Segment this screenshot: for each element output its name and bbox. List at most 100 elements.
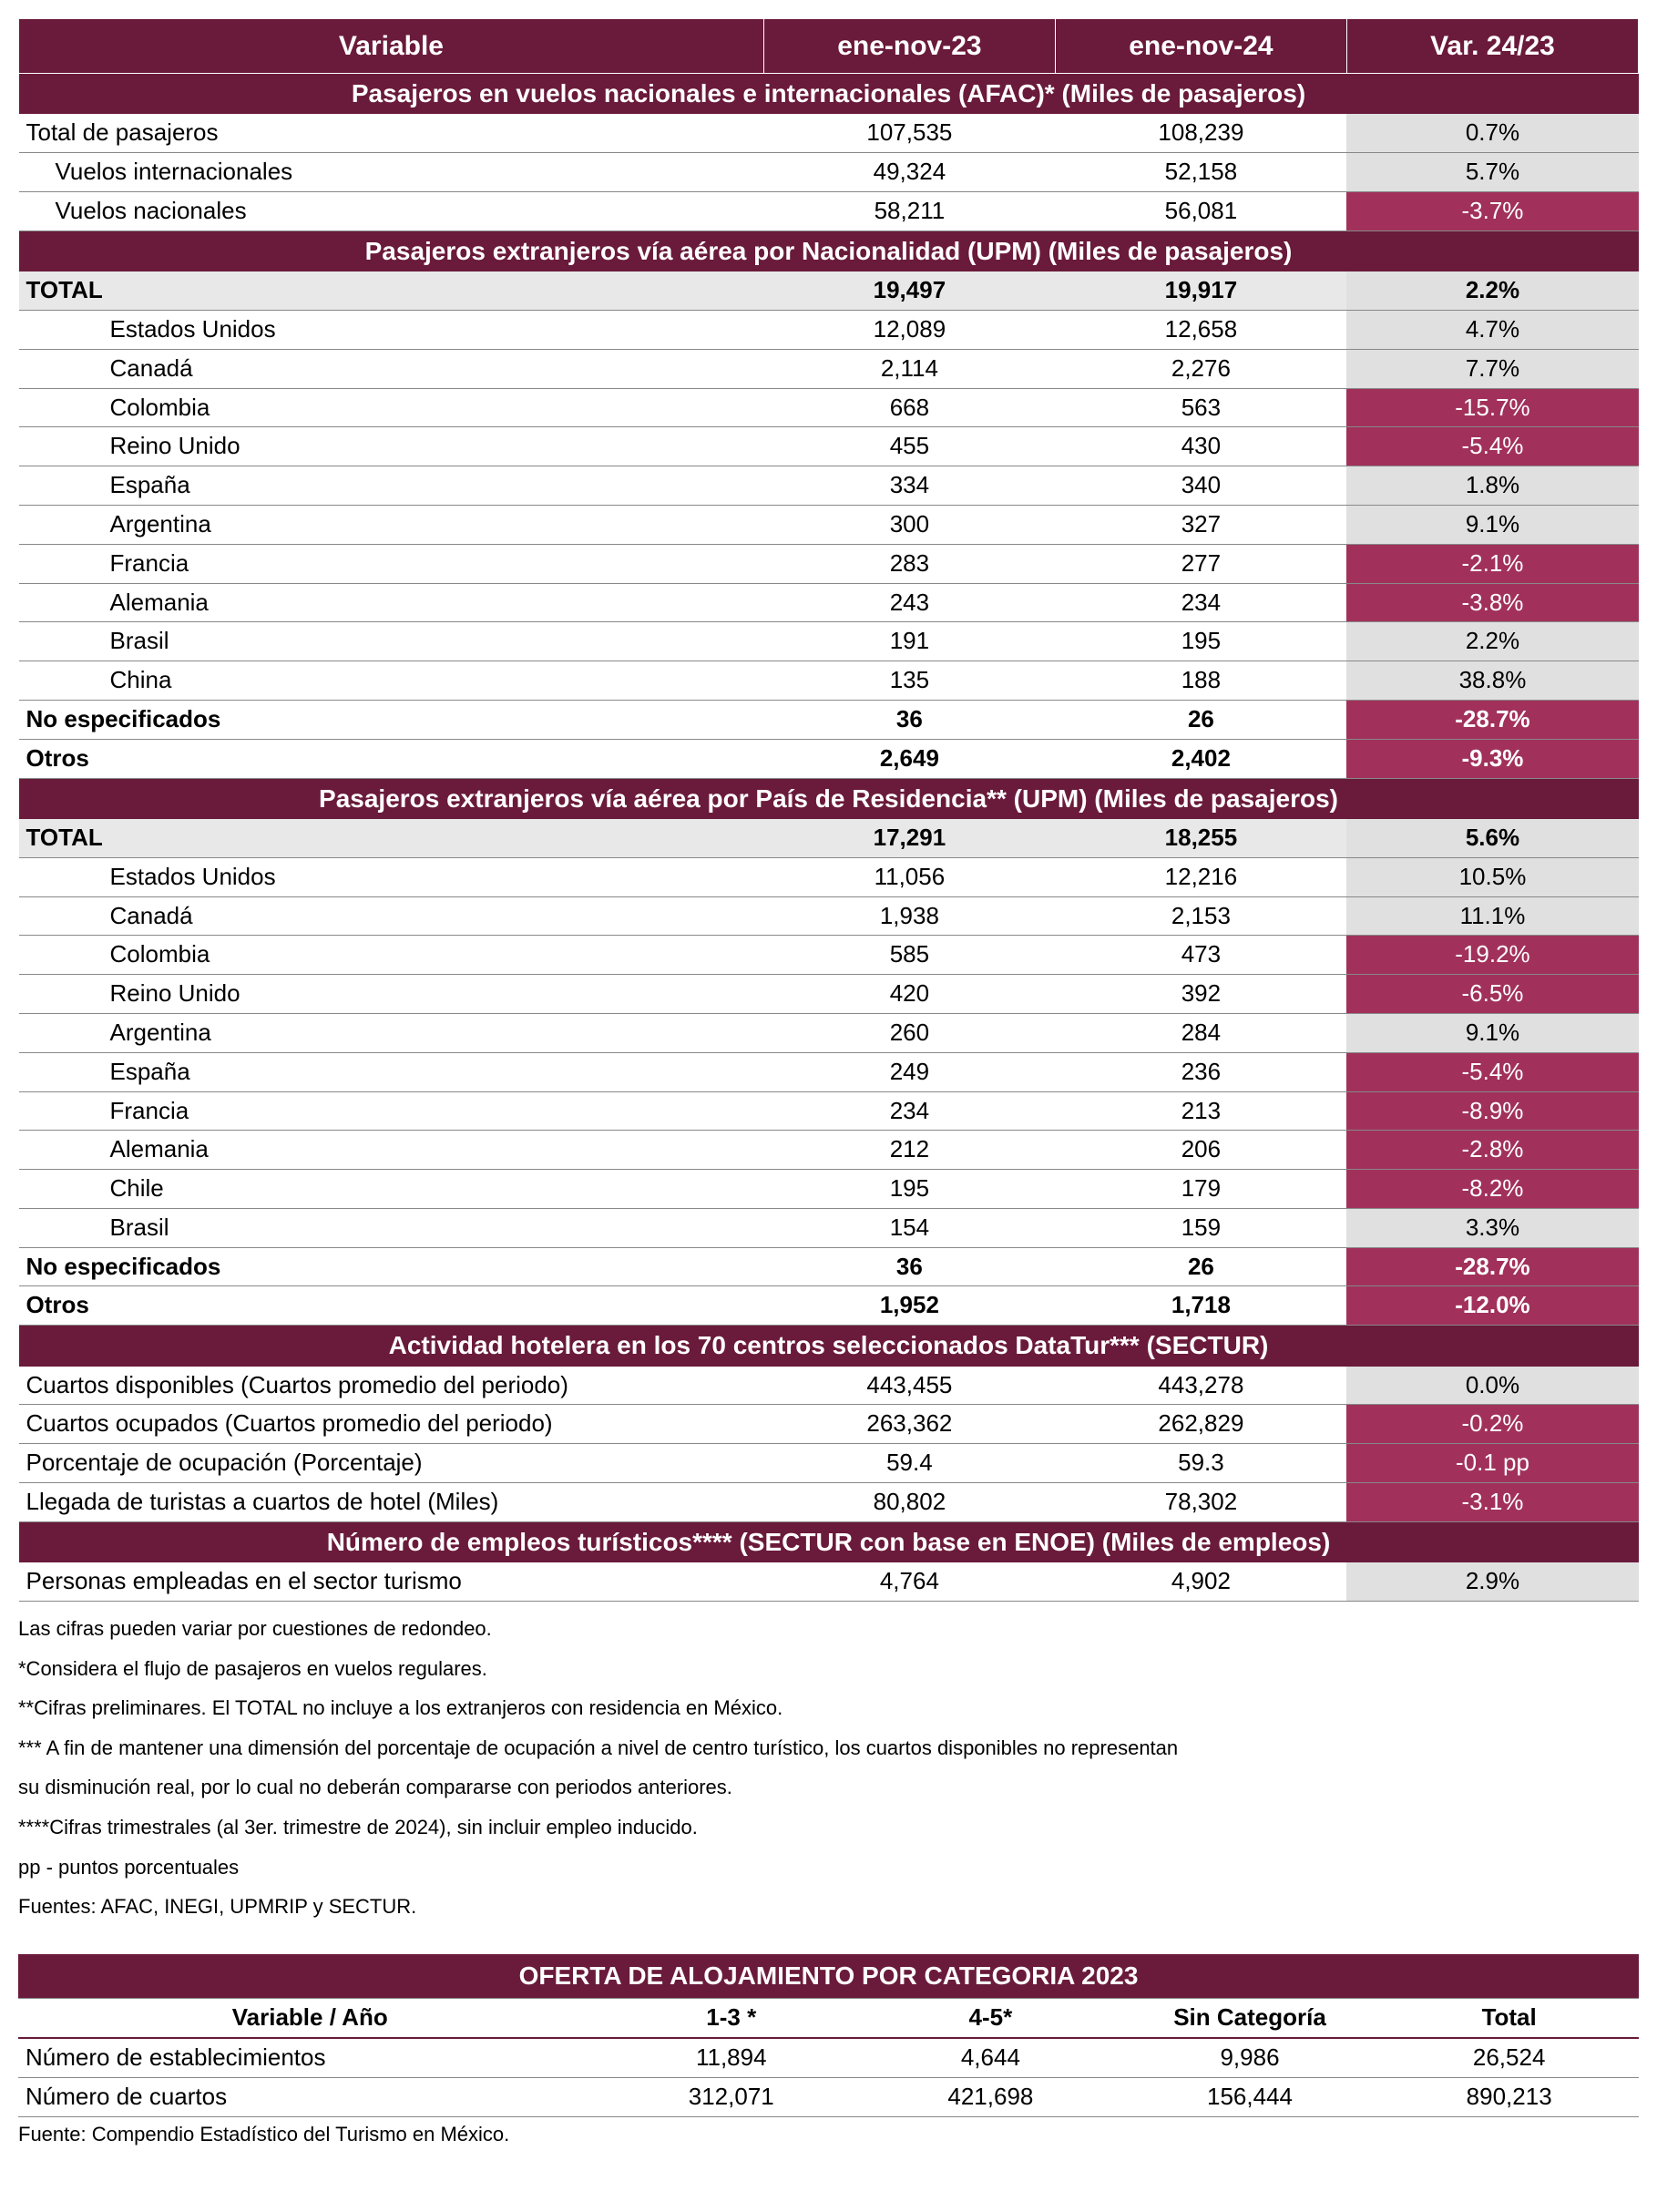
variation: -8.2%	[1346, 1170, 1638, 1209]
row-label: Vuelos internacionales	[19, 153, 764, 192]
table-row: No especificados3626-28.7%	[19, 700, 1639, 739]
value-2: 277	[1055, 544, 1346, 583]
row-label: Total de pasajeros	[19, 114, 764, 152]
variation: -5.4%	[1346, 1052, 1638, 1091]
value-2: 443,278	[1055, 1367, 1346, 1405]
variation: -3.8%	[1346, 583, 1638, 622]
value-2: 159	[1055, 1208, 1346, 1247]
footnote-line: pp - puntos porcentuales	[18, 1849, 1639, 1886]
value-1: 443,455	[763, 1367, 1055, 1405]
value-2: 2,402	[1055, 739, 1346, 778]
t2-data-row: Número de establecimientos11,8944,6449,9…	[18, 2038, 1639, 2077]
variation: 10.5%	[1346, 857, 1638, 896]
t2-title: OFERTA DE ALOJAMIENTO POR CATEGORIA 2023	[18, 1954, 1639, 1999]
value-1: 585	[763, 936, 1055, 975]
col-variable: Variable	[19, 19, 764, 74]
value-2: 26	[1055, 700, 1346, 739]
row-label: Reino Unido	[19, 427, 764, 466]
variation: 5.7%	[1346, 153, 1638, 192]
value-1: 49,324	[763, 153, 1055, 192]
value-1: 154	[763, 1208, 1055, 1247]
table-row: Vuelos internacionales49,32452,1585.7%	[19, 153, 1639, 192]
t2-col-2: 4-5*	[861, 1999, 1120, 2038]
value-1: 420	[763, 975, 1055, 1014]
table-row: España249236-5.4%	[19, 1052, 1639, 1091]
value-1: 195	[763, 1170, 1055, 1209]
row-label: España	[19, 466, 764, 506]
value-1: 212	[763, 1131, 1055, 1170]
value-2: 195	[1055, 622, 1346, 661]
row-label: Reino Unido	[19, 975, 764, 1014]
value-2: 12,658	[1055, 310, 1346, 349]
col-period-2: ene-nov-24	[1055, 19, 1346, 74]
value-1: 1,952	[763, 1286, 1055, 1326]
t2-value: 312,071	[601, 2077, 861, 2116]
value-2: 2,153	[1055, 896, 1346, 936]
t2-col-1: 1-3 *	[601, 1999, 861, 2038]
value-2: 4,902	[1055, 1562, 1346, 1601]
t2-label: Número de cuartos	[18, 2077, 601, 2116]
t2-value: 890,213	[1379, 2077, 1639, 2116]
row-label: No especificados	[19, 700, 764, 739]
t2-header-row: Variable / Año1-3 *4-5*Sin CategoríaTota…	[18, 1999, 1639, 2038]
row-label: Vuelos nacionales	[19, 191, 764, 230]
value-1: 107,535	[763, 114, 1055, 152]
table-row: Chile195179-8.2%	[19, 1170, 1639, 1209]
row-label: Chile	[19, 1170, 764, 1209]
variation: 11.1%	[1346, 896, 1638, 936]
table-row: Cuartos ocupados (Cuartos promedio del p…	[19, 1405, 1639, 1444]
variation: -19.2%	[1346, 936, 1638, 975]
value-2: 262,829	[1055, 1405, 1346, 1444]
value-2: 430	[1055, 427, 1346, 466]
col-variation: Var. 24/23	[1346, 19, 1638, 74]
variation: -8.9%	[1346, 1091, 1638, 1131]
value-2: 59.3	[1055, 1444, 1346, 1483]
variation: 2.2%	[1346, 622, 1638, 661]
value-1: 2,114	[763, 349, 1055, 388]
row-label: Alemania	[19, 583, 764, 622]
row-label: Colombia	[19, 388, 764, 427]
t2-col-3: Sin Categoría	[1120, 1999, 1380, 2038]
table-row: Otros2,6492,402-9.3%	[19, 739, 1639, 778]
row-label: TOTAL	[19, 819, 764, 857]
table-row: Estados Unidos12,08912,6584.7%	[19, 310, 1639, 349]
variation: -28.7%	[1346, 700, 1638, 739]
value-1: 249	[763, 1052, 1055, 1091]
section-header: Pasajeros extranjeros vía aérea por Naci…	[19, 230, 1639, 271]
footnote-line: *Considera el flujo de pasajeros en vuel…	[18, 1651, 1639, 1687]
row-label: China	[19, 661, 764, 701]
table-row: Cuartos disponibles (Cuartos promedio de…	[19, 1367, 1639, 1405]
value-1: 334	[763, 466, 1055, 506]
row-label: Alemania	[19, 1131, 764, 1170]
row-label: Argentina	[19, 1013, 764, 1052]
t2-value: 26,524	[1379, 2038, 1639, 2077]
variation: 2.2%	[1346, 271, 1638, 310]
row-label: Argentina	[19, 505, 764, 544]
section-title: Pasajeros extranjeros vía aérea por País…	[19, 778, 1639, 819]
row-label: TOTAL	[19, 271, 764, 310]
variation: -2.1%	[1346, 544, 1638, 583]
value-1: 36	[763, 700, 1055, 739]
value-1: 12,089	[763, 310, 1055, 349]
table-row: Porcentaje de ocupación (Porcentaje)59.4…	[19, 1444, 1639, 1483]
variation: 9.1%	[1346, 505, 1638, 544]
section-header: Actividad hotelera en los 70 centros sel…	[19, 1326, 1639, 1367]
secondary-table: OFERTA DE ALOJAMIENTO POR CATEGORIA 2023…	[18, 1954, 1639, 2117]
variation: -28.7%	[1346, 1247, 1638, 1286]
value-1: 191	[763, 622, 1055, 661]
variation: -12.0%	[1346, 1286, 1638, 1326]
t2-data-row: Número de cuartos312,071421,698156,44489…	[18, 2077, 1639, 2116]
footnotes: Las cifras pueden variar por cuestiones …	[18, 1611, 1639, 1925]
section-title: Pasajeros extranjeros vía aérea por Naci…	[19, 230, 1639, 271]
value-1: 234	[763, 1091, 1055, 1131]
col-period-1: ene-nov-23	[763, 19, 1055, 74]
row-label: Francia	[19, 1091, 764, 1131]
value-2: 206	[1055, 1131, 1346, 1170]
variation: 3.3%	[1346, 1208, 1638, 1247]
value-1: 58,211	[763, 191, 1055, 230]
section-title: Actividad hotelera en los 70 centros sel…	[19, 1326, 1639, 1367]
value-2: 19,917	[1055, 271, 1346, 310]
variation: -3.7%	[1346, 191, 1638, 230]
t2-value: 9,986	[1120, 2038, 1380, 2077]
variation: -9.3%	[1346, 739, 1638, 778]
